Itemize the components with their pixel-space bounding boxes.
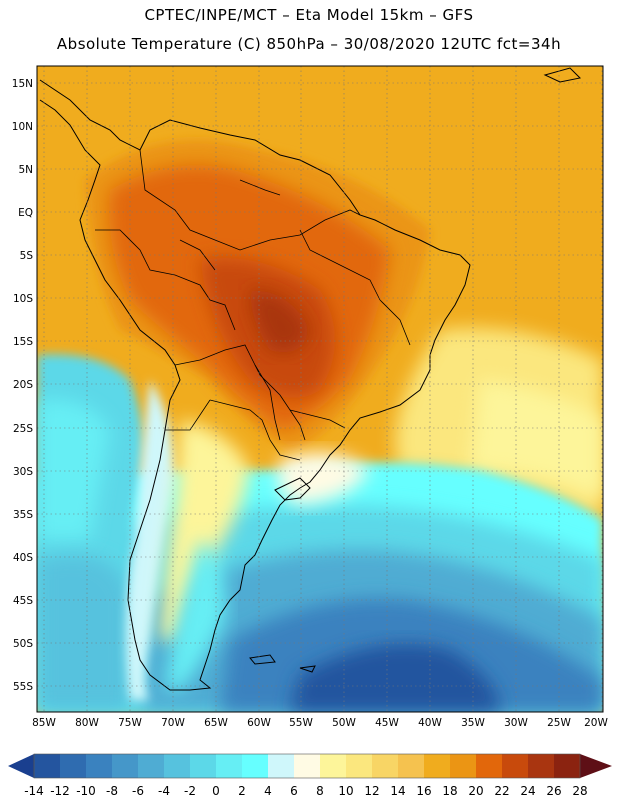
- colorbar-tick: 18: [442, 784, 457, 798]
- lon-label: 55W: [289, 717, 313, 729]
- colorbar-swatch: [242, 754, 269, 778]
- colorbar: [8, 753, 612, 779]
- lat-label: 45S: [13, 595, 33, 607]
- lat-label: 25S: [13, 423, 33, 435]
- colorbar-tick: 22: [494, 784, 509, 798]
- colorbar-swatch: [502, 754, 529, 778]
- country-borders: [95, 149, 411, 461]
- colorbar-tick: 2: [238, 784, 246, 798]
- temperature-field: [37, 66, 603, 712]
- colorbar-swatch: [34, 754, 61, 778]
- lon-label: 85W: [32, 717, 56, 729]
- lon-label: 80W: [75, 717, 99, 729]
- colorbar-swatch: [60, 754, 87, 778]
- colorbar-swatch: [112, 754, 139, 778]
- colorbar-swatch: [450, 754, 477, 778]
- colorbar-tick: -10: [76, 784, 96, 798]
- colorbar-swatch: [372, 754, 399, 778]
- lat-label: 5N: [18, 164, 33, 176]
- lon-label: 25W: [547, 717, 571, 729]
- colorbar-tick: 24: [520, 784, 535, 798]
- latitude-labels: 15N 10N 5N EQ 5S 10S 15S 20S 25S 30S 35S…: [12, 78, 34, 693]
- colorbar-swatch: [138, 754, 165, 778]
- colorbar-swatch: [320, 754, 347, 778]
- coastlines: [39, 67, 582, 691]
- colorbar-tick: 10: [338, 784, 353, 798]
- lat-label: 15N: [12, 78, 33, 90]
- lon-label: 30W: [504, 717, 528, 729]
- lon-label: 65W: [204, 717, 228, 729]
- colorbar-tick: -6: [132, 784, 144, 798]
- lat-label: EQ: [18, 207, 33, 219]
- lat-label: 50S: [13, 638, 33, 650]
- lat-label: 55S: [13, 681, 33, 693]
- lon-label: 60W: [247, 717, 271, 729]
- title-line-2: Absolute Temperature (C) 850hPa – 30/08/…: [56, 35, 562, 53]
- colorbar-tick: 6: [290, 784, 298, 798]
- lon-label: 35W: [461, 717, 485, 729]
- colorbar-arrow-right: [580, 754, 612, 778]
- colorbar-arrow-left: [8, 754, 34, 778]
- colorbar-swatch: [346, 754, 373, 778]
- map-frame: [36, 65, 604, 713]
- colorbar-tick: 16: [416, 784, 431, 798]
- lon-label: 75W: [118, 717, 142, 729]
- colorbar-swatch: [86, 754, 113, 778]
- colorbar-tick: 8: [316, 784, 324, 798]
- colorbar-ticks: -14 -12 -10 -8 -6 -4 -2 0 2 4 6 8 10 12 …: [24, 784, 587, 798]
- colorbar-tick: 14: [390, 784, 405, 798]
- colorbar-tick: -12: [50, 784, 70, 798]
- lon-label: 45W: [375, 717, 399, 729]
- colorbar-swatch: [528, 754, 555, 778]
- lat-label: 10N: [12, 121, 33, 133]
- lon-label: 40W: [418, 717, 442, 729]
- colorbar-swatch: [216, 754, 243, 778]
- lon-label: 50W: [332, 717, 356, 729]
- lat-label: 10S: [13, 293, 33, 305]
- colorbar-swatch: [476, 754, 503, 778]
- colorbar-tick: 4: [264, 784, 272, 798]
- colorbar-swatch: [424, 754, 451, 778]
- colorbar-tick: -4: [158, 784, 170, 798]
- lat-label: 20S: [13, 379, 33, 391]
- colorbar-tick: -2: [184, 784, 196, 798]
- colorbar-tick: -8: [106, 784, 118, 798]
- lat-label: 40S: [13, 552, 33, 564]
- lat-label: 30S: [13, 466, 33, 478]
- colorbar-swatch: [190, 754, 217, 778]
- colorbar-tick: -14: [24, 784, 44, 798]
- colorbar-swatch: [294, 754, 321, 778]
- colorbar-swatch: [268, 754, 295, 778]
- lat-label: 5S: [20, 250, 34, 262]
- colorbar-tick: 0: [212, 784, 220, 798]
- colorbar-tick: 26: [546, 784, 561, 798]
- colorbar-swatch: [398, 754, 425, 778]
- lon-label: 20W: [584, 717, 608, 729]
- colorbar-swatch: [164, 754, 191, 778]
- colorbar-tick: 12: [364, 784, 379, 798]
- title-line-1: CPTEC/INPE/MCT – Eta Model 15km – GFS: [144, 6, 474, 24]
- lon-label: 70W: [161, 717, 185, 729]
- lat-label: 15S: [13, 336, 33, 348]
- colorbar-tick: 28: [572, 784, 587, 798]
- lat-label: 35S: [13, 509, 33, 521]
- colorbar-swatch: [554, 754, 581, 778]
- longitude-labels: 85W 80W 75W 70W 65W 60W 55W 50W 45W 40W …: [32, 717, 608, 729]
- colorbar-tick: 20: [468, 784, 483, 798]
